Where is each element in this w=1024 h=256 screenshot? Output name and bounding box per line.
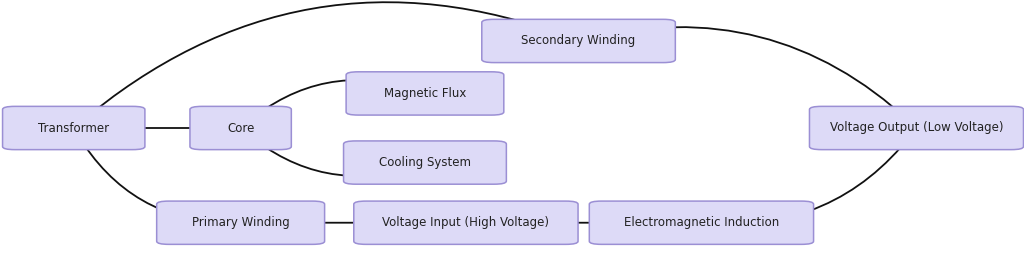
FancyBboxPatch shape [809,106,1024,150]
Text: Primary Winding: Primary Winding [191,216,290,229]
FancyBboxPatch shape [354,201,578,244]
FancyBboxPatch shape [343,141,506,184]
FancyBboxPatch shape [481,19,676,63]
Text: Electromagnetic Induction: Electromagnetic Induction [624,216,779,229]
FancyBboxPatch shape [157,201,325,244]
Text: Secondary Winding: Secondary Winding [521,35,636,47]
Text: Cooling System: Cooling System [379,156,471,169]
Text: Voltage Output (Low Voltage): Voltage Output (Low Voltage) [829,122,1004,134]
Text: Transformer: Transformer [38,122,110,134]
FancyBboxPatch shape [590,201,813,244]
FancyBboxPatch shape [189,106,291,150]
Text: Voltage Input (High Voltage): Voltage Input (High Voltage) [382,216,550,229]
Text: Core: Core [227,122,254,134]
FancyBboxPatch shape [346,72,504,115]
Text: Magnetic Flux: Magnetic Flux [384,87,466,100]
FancyBboxPatch shape [2,106,145,150]
